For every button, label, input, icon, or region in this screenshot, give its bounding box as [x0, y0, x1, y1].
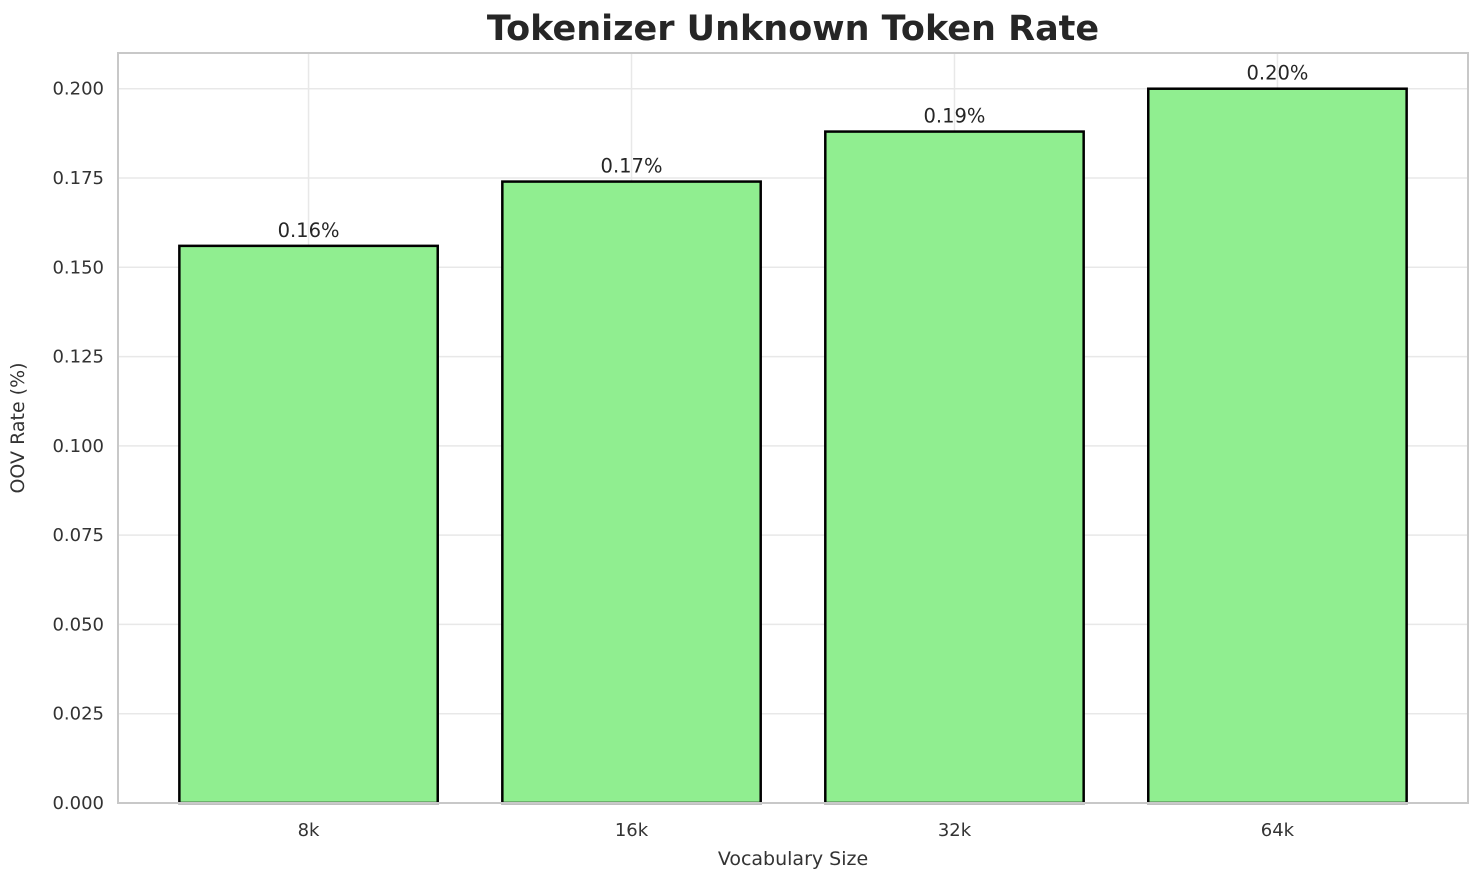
- y-tick-label: 0.125: [52, 347, 104, 368]
- chart-title: Tokenizer Unknown Token Rate: [487, 9, 1099, 49]
- bar-value-label: 0.19%: [924, 105, 986, 128]
- x-axis-label: Vocabulary Size: [718, 848, 868, 870]
- bar-64k: [1147, 87, 1408, 805]
- y-tick-label: 0.150: [52, 257, 104, 278]
- bar-value-label: 0.16%: [278, 219, 340, 242]
- y-tick-label: 0.175: [52, 168, 104, 189]
- plot-area: 0.16% 0.17% 0.19% 0.20% 0.000 0.025 0.050 0.075…: [52, 52, 1469, 841]
- x-tick-label: 16k: [615, 820, 649, 841]
- y-tick-label: 0.025: [52, 704, 104, 725]
- y-axis-label: OOV Rate (%): [7, 362, 29, 493]
- y-tick-label: 0.000: [52, 793, 104, 814]
- y-tick-label: 0.050: [52, 614, 104, 635]
- x-tick-label: 64k: [1261, 820, 1295, 841]
- bar-32k: [824, 130, 1085, 805]
- bar-value-label: 0.20%: [1246, 62, 1308, 85]
- y-tick-label: 0.100: [52, 436, 104, 457]
- bar-8k: [178, 244, 439, 805]
- plot-border: [117, 52, 1469, 804]
- x-tick-label: 32k: [938, 820, 972, 841]
- y-tick-label: 0.075: [52, 525, 104, 546]
- x-tick-label: 8k: [298, 820, 320, 841]
- bar-16k: [501, 180, 762, 805]
- y-tick-label: 0.200: [52, 79, 104, 100]
- bar-value-label: 0.17%: [601, 155, 663, 178]
